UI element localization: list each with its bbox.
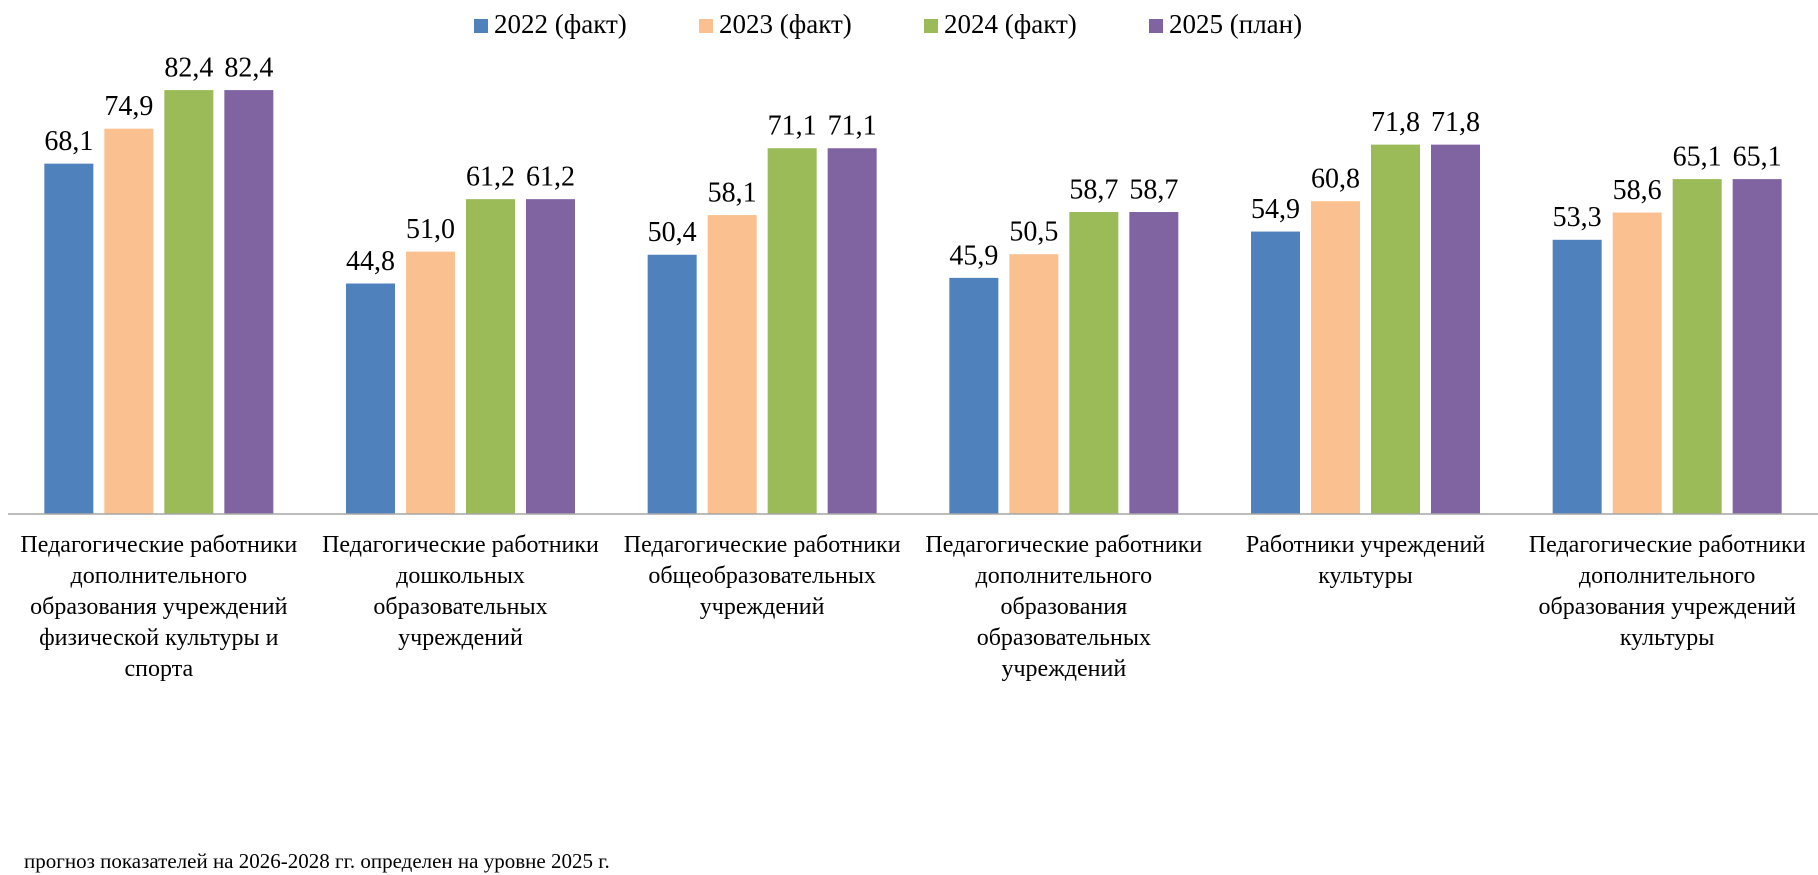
value-label: 65,1 (1733, 142, 1782, 173)
bar (466, 199, 515, 514)
value-label: 61,2 (466, 162, 515, 193)
bar (827, 148, 877, 515)
legend-label: 2023 (факт) (719, 9, 852, 39)
value-label: 71,1 (768, 111, 817, 142)
value-label: 45,9 (949, 240, 998, 271)
value-label: 58,6 (1613, 175, 1662, 206)
bar (1672, 179, 1722, 514)
value-label: 74,9 (104, 91, 153, 122)
value-label: 58,7 (1129, 174, 1178, 205)
bar (526, 199, 575, 514)
x-tick-label: Работники учреждений культуры (1245, 532, 1486, 589)
x-tick-label: Педагогические работники дополнительного… (925, 532, 1203, 682)
value-label: 61,2 (526, 162, 575, 193)
value-label: 58,1 (708, 178, 757, 209)
value-label: 53,3 (1553, 202, 1602, 233)
value-label: 44,8 (346, 246, 395, 277)
bar (1129, 212, 1179, 514)
legend-swatch (1149, 19, 1163, 33)
bar (1311, 201, 1360, 514)
legend-label: 2022 (факт) (494, 9, 627, 39)
value-label: 50,5 (1009, 217, 1058, 248)
bar (104, 128, 154, 515)
legend-swatch (699, 19, 713, 33)
bar (767, 148, 817, 515)
bar (1251, 231, 1300, 514)
bar (1612, 212, 1662, 514)
value-label: 71,8 (1431, 107, 1480, 138)
value-label: 60,8 (1311, 164, 1360, 195)
footnote: прогноз показателей на 2026-2028 гг. опр… (24, 849, 610, 873)
bar (647, 254, 697, 514)
bar (1552, 239, 1602, 514)
x-tick-label: Педагогические работники дополнительного… (20, 532, 298, 682)
value-label: 68,1 (44, 126, 93, 157)
value-label: 71,1 (828, 111, 877, 142)
value-label: 82,4 (224, 53, 273, 84)
bar (406, 251, 455, 514)
bar (949, 277, 999, 514)
legend-swatch (474, 19, 488, 33)
value-label: 51,0 (406, 214, 455, 245)
bar (1009, 254, 1059, 514)
value-label: 71,8 (1371, 107, 1420, 138)
bar (224, 90, 274, 514)
value-label: 65,1 (1673, 142, 1722, 173)
bar (346, 283, 395, 514)
bar (164, 90, 214, 514)
bar (1371, 144, 1420, 514)
x-tick-label: Педагогические работники общеобразовател… (623, 532, 901, 620)
legend-label: 2025 (план) (1169, 9, 1302, 39)
value-label: 82,4 (164, 53, 213, 84)
value-label: 58,7 (1069, 174, 1118, 205)
bar (1069, 212, 1119, 514)
value-label: 50,4 (648, 217, 697, 248)
bar (1431, 144, 1480, 514)
bar (44, 163, 94, 514)
legend-label: 2024 (факт) (944, 9, 1077, 39)
legend-swatch (924, 19, 938, 33)
bar (707, 215, 757, 514)
value-label: 54,9 (1251, 194, 1300, 225)
x-tick-label: Педагогические работники дошкольных обра… (322, 532, 599, 651)
x-tick-label: Педагогические работники дополнительного… (1528, 532, 1806, 651)
bar (1732, 179, 1782, 514)
